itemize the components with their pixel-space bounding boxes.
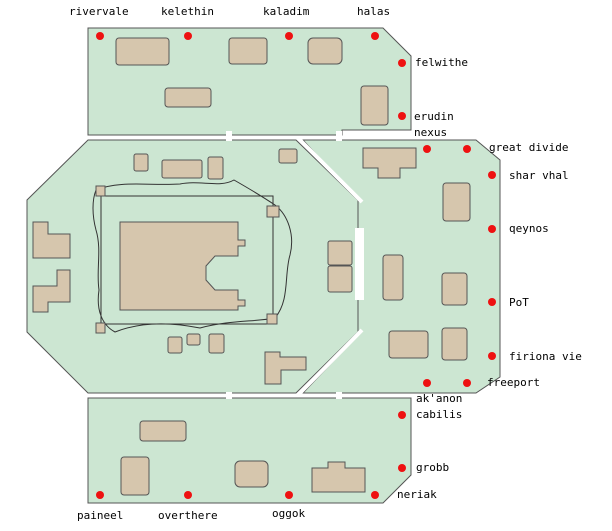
label-great-divide: great divide	[489, 141, 569, 154]
building	[133, 153, 149, 172]
building	[441, 327, 468, 361]
portal-great-divide[interactable]	[463, 145, 471, 153]
building	[186, 333, 201, 346]
portal-felwithe[interactable]	[398, 59, 406, 67]
label-akanon: ak'anon	[416, 392, 463, 405]
label-firiona-vie: firiona vie	[509, 350, 582, 363]
central-pit-rim	[100, 195, 274, 325]
building	[264, 351, 307, 385]
label-halas: halas	[357, 5, 391, 18]
label-cabilis: cabilis	[416, 408, 463, 421]
building	[167, 336, 183, 354]
building	[32, 221, 71, 259]
building	[208, 333, 225, 354]
label-pot: PoT	[509, 296, 529, 309]
building	[307, 37, 343, 65]
label-freeport: freeport	[487, 376, 540, 389]
building	[32, 269, 71, 313]
portal-paineel[interactable]	[96, 491, 104, 499]
label-shar-vhal: shar vhal	[509, 169, 569, 182]
building	[311, 461, 366, 493]
building	[161, 159, 203, 179]
portal-great-divide-a[interactable]	[423, 145, 431, 153]
building	[362, 147, 417, 179]
label-felwithe: felwithe	[415, 56, 468, 69]
building	[327, 240, 353, 266]
portal-erudin[interactable]	[398, 112, 406, 120]
portal-freeport-a[interactable]	[423, 379, 431, 387]
building	[139, 420, 187, 442]
label-kaladim: kaladim	[263, 5, 310, 18]
label-neriak: neriak	[397, 488, 437, 501]
portal-pot[interactable]	[488, 298, 496, 306]
portal-overthere[interactable]	[184, 491, 192, 499]
pillar	[95, 185, 106, 197]
building	[164, 87, 212, 108]
pillar	[95, 322, 106, 334]
label-qeynos: qeynos	[509, 222, 549, 235]
building	[441, 272, 468, 306]
portal-freeport[interactable]	[463, 379, 471, 387]
building	[442, 182, 471, 222]
building	[115, 37, 170, 66]
portal-kelethin[interactable]	[184, 32, 192, 40]
portal-markers	[96, 32, 496, 499]
label-overthere: overthere	[158, 509, 218, 522]
building	[234, 460, 269, 488]
portal-neriak[interactable]	[371, 491, 379, 499]
portal-grobb[interactable]	[398, 464, 406, 472]
label-kelethin: kelethin	[161, 5, 214, 18]
pillar	[266, 205, 280, 218]
label-grobb: grobb	[416, 461, 450, 474]
building	[388, 330, 429, 359]
portal-cabilis[interactable]	[398, 411, 406, 419]
label-nexus: nexus	[414, 126, 448, 139]
portal-halas[interactable]	[371, 32, 379, 40]
portal-shar-vhal[interactable]	[488, 171, 496, 179]
building	[382, 254, 404, 301]
building	[120, 456, 150, 496]
central-platform	[119, 221, 246, 311]
label-rivervale: rivervale	[69, 5, 129, 18]
building	[327, 265, 353, 293]
portal-kaladim[interactable]	[285, 32, 293, 40]
portal-rivervale[interactable]	[96, 32, 104, 40]
portal-qeynos[interactable]	[488, 225, 496, 233]
label-oggok: oggok	[272, 507, 306, 520]
building	[360, 85, 389, 126]
portal-firiona-vie[interactable]	[488, 352, 496, 360]
corridor-gaps	[226, 131, 364, 399]
pillar	[266, 313, 278, 325]
label-erudin: erudin	[414, 110, 454, 123]
building	[278, 148, 298, 164]
portal-oggok[interactable]	[285, 491, 293, 499]
building	[207, 156, 224, 180]
label-paineel: paineel	[77, 509, 124, 522]
building	[228, 37, 268, 65]
